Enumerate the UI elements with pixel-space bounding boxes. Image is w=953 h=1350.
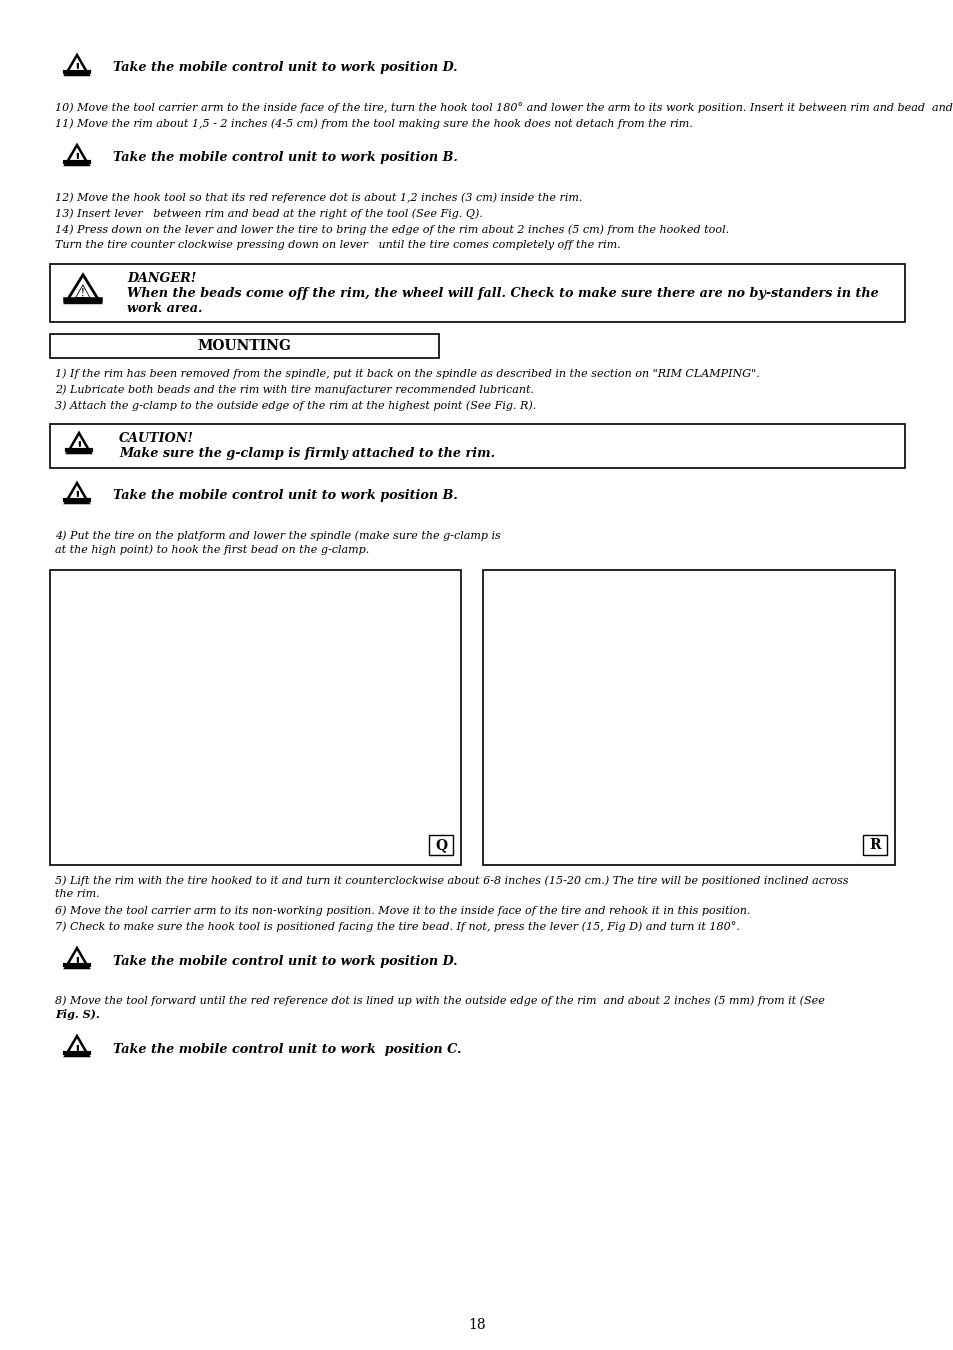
Text: Make sure the g-clamp is firmly attached to the rim.: Make sure the g-clamp is firmly attached… bbox=[119, 447, 495, 460]
Text: 10) Move the tool carrier arm to the inside face of the tire, turn the hook tool: 10) Move the tool carrier arm to the ins… bbox=[55, 103, 953, 113]
Text: work area.: work area. bbox=[127, 302, 202, 315]
Bar bbox=[50, 570, 461, 865]
Bar bbox=[50, 333, 438, 358]
Text: Take the mobile control unit to work position D.: Take the mobile control unit to work pos… bbox=[112, 62, 457, 74]
Bar bbox=[50, 424, 904, 468]
Text: Q: Q bbox=[435, 838, 447, 852]
Text: !: ! bbox=[74, 956, 80, 968]
Text: CAUTION!: CAUTION! bbox=[119, 432, 193, 446]
Bar bbox=[862, 836, 886, 855]
Text: 18: 18 bbox=[468, 1318, 485, 1332]
Text: the rim.: the rim. bbox=[55, 890, 99, 899]
Text: Fig. S).: Fig. S). bbox=[55, 1008, 100, 1021]
Text: Take the mobile control unit to work position B.: Take the mobile control unit to work pos… bbox=[112, 151, 457, 165]
Text: 5) Lift the rim with the tire hooked to it and turn it counterclockwise about 6-: 5) Lift the rim with the tire hooked to … bbox=[55, 875, 848, 886]
Polygon shape bbox=[66, 275, 100, 302]
Text: 2) Lubricate both beads and the rim with tire manufacturer recommended lubricant: 2) Lubricate both beads and the rim with… bbox=[55, 383, 534, 394]
Text: ⚠: ⚠ bbox=[74, 284, 91, 302]
Text: 8) Move the tool forward until the red reference dot is lined up with the outsid: 8) Move the tool forward until the red r… bbox=[55, 995, 824, 1006]
Polygon shape bbox=[66, 1035, 89, 1056]
Text: !: ! bbox=[74, 1044, 80, 1057]
Text: Take the mobile control unit to work  position C.: Take the mobile control unit to work pos… bbox=[112, 1042, 461, 1056]
Text: 13) Insert lever   between rim and bead at the right of the tool (See Fig. Q).: 13) Insert lever between rim and bead at… bbox=[55, 208, 482, 219]
Text: at the high point) to hook the first bead on the g-clamp.: at the high point) to hook the first bea… bbox=[55, 544, 369, 555]
Text: Take the mobile control unit to work position D.: Take the mobile control unit to work pos… bbox=[112, 954, 457, 968]
Text: !: ! bbox=[74, 153, 80, 166]
Text: 4) Put the tire on the platform and lower the spindle (make sure the g-clamp is: 4) Put the tire on the platform and lowe… bbox=[55, 531, 500, 540]
Polygon shape bbox=[66, 948, 89, 968]
Text: !: ! bbox=[74, 490, 80, 504]
Text: MOUNTING: MOUNTING bbox=[197, 339, 291, 352]
Text: When the beads come off the rim, the wheel will fall. Check to make sure there a: When the beads come off the rim, the whe… bbox=[127, 288, 878, 300]
Polygon shape bbox=[66, 483, 89, 504]
Text: 12) Move the hook tool so that its red reference dot is about 1,2 inches (3 cm) : 12) Move the hook tool so that its red r… bbox=[55, 192, 581, 202]
Text: R: R bbox=[868, 838, 880, 852]
Text: 3) Attach the g-clamp to the outside edge of the rim at the highest point (See F: 3) Attach the g-clamp to the outside edg… bbox=[55, 400, 536, 410]
Text: 7) Check to make sure the hook tool is positioned facing the tire bead. If not, : 7) Check to make sure the hook tool is p… bbox=[55, 921, 740, 931]
Text: !: ! bbox=[76, 440, 82, 454]
Text: 1) If the rim has been removed from the spindle, put it back on the spindle as d: 1) If the rim has been removed from the … bbox=[55, 369, 759, 378]
Bar bbox=[429, 836, 453, 855]
Text: 11) Move the rim about 1,5 - 2 inches (4-5 cm) from the tool making sure the hoo: 11) Move the rim about 1,5 - 2 inches (4… bbox=[55, 117, 692, 128]
Polygon shape bbox=[66, 55, 89, 76]
Polygon shape bbox=[66, 144, 89, 165]
Text: Turn the tire counter clockwise pressing down on lever   until the tire comes co: Turn the tire counter clockwise pressing… bbox=[55, 240, 620, 250]
Text: Take the mobile control unit to work position B.: Take the mobile control unit to work pos… bbox=[112, 490, 457, 502]
Text: DANGER!: DANGER! bbox=[127, 271, 196, 285]
Text: !: ! bbox=[74, 62, 80, 76]
Polygon shape bbox=[68, 433, 91, 454]
Bar bbox=[483, 570, 894, 865]
Text: 14) Press down on the lever and lower the tire to bring the edge of the rim abou: 14) Press down on the lever and lower th… bbox=[55, 224, 728, 235]
Bar bbox=[50, 265, 904, 323]
Text: 6) Move the tool carrier arm to its non-working position. Move it to the inside : 6) Move the tool carrier arm to its non-… bbox=[55, 904, 750, 915]
